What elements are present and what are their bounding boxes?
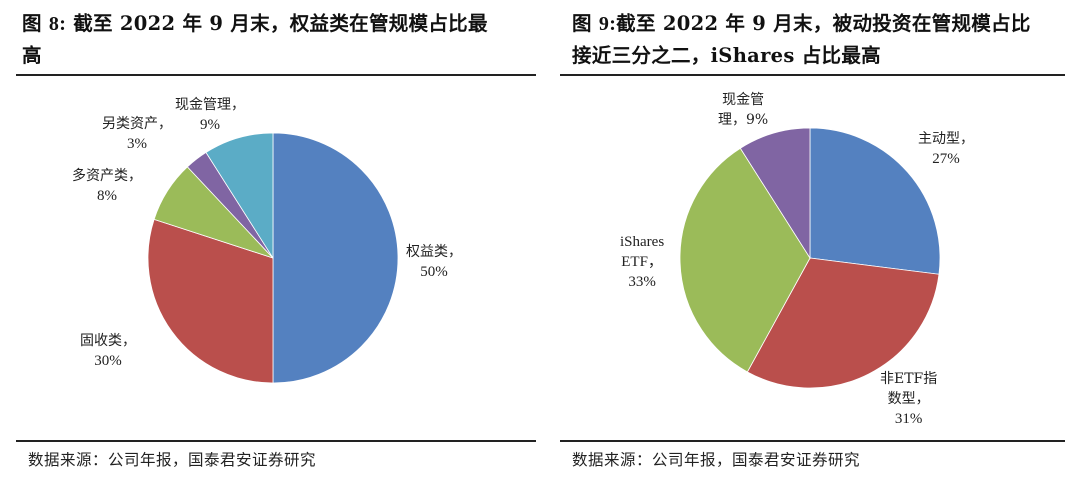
pie-chart-passive-share bbox=[679, 127, 941, 389]
figure-8-panel: 图 8: 截至 2022 年 9 月末，权益类在管规模占比最 高 权益类， 50… bbox=[16, 8, 536, 469]
title-number: 9: bbox=[598, 13, 617, 35]
pie-slice bbox=[809, 127, 941, 275]
label-pct: 50% bbox=[420, 264, 448, 280]
label-alternatives: 另类资产， 3% bbox=[102, 114, 172, 154]
title-prefix: 图 bbox=[22, 12, 49, 35]
bottom-rule bbox=[560, 440, 1065, 442]
label-name: 多资产类， bbox=[72, 168, 142, 184]
label-name: 固收类， bbox=[80, 333, 136, 349]
label-pct: 31% bbox=[894, 411, 923, 427]
label-name-line1: 现金管 bbox=[722, 92, 765, 108]
label-pct: 3% bbox=[127, 136, 147, 152]
label-cash-management: 现金管理， 9% bbox=[175, 95, 245, 135]
top-rule bbox=[16, 74, 536, 76]
title-number: 8: bbox=[48, 13, 67, 35]
label-ishares-etf: iShares ETF， 33% bbox=[620, 232, 664, 292]
top-rule bbox=[560, 74, 1065, 76]
pie-slice bbox=[272, 132, 399, 384]
figure-8-title: 图 8: 截至 2022 年 9 月末，权益类在管规模占比最 高 bbox=[22, 8, 532, 72]
title-text: 截至 2022 年 9 月末，权益类在管规模占比最 bbox=[66, 12, 488, 35]
figure-9-source: 数据来源：公司年报，国泰君安证券研究 bbox=[572, 451, 861, 469]
pie-slice bbox=[739, 127, 811, 260]
label-name-line2: 数型， bbox=[887, 391, 930, 407]
label-non-etf-index: 非ETF指 数型， 31% bbox=[880, 369, 937, 429]
title-prefix: 图 bbox=[572, 12, 599, 35]
figure-8-title-line1: 图 8: 截至 2022 年 9 月末，权益类在管规模占比最 bbox=[22, 8, 532, 40]
label-pct: 33% bbox=[628, 274, 656, 290]
label-pct: 9% bbox=[200, 117, 220, 133]
label-pct: 27% bbox=[932, 151, 960, 167]
figure-8-title-line2: 高 bbox=[22, 44, 42, 67]
pie-slice bbox=[147, 218, 274, 384]
figure-9-title-line2: 接近三分之二，iShares 占比最高 bbox=[572, 44, 881, 67]
label-active: 主动型， 27% bbox=[918, 129, 974, 169]
figure-9-title: 图 9:截至 2022 年 9 月末，被动投资在管规模占比 接近三分之二，iSh… bbox=[572, 8, 1072, 72]
figure-9-panel: 图 9:截至 2022 年 9 月末，被动投资在管规模占比 接近三分之二，iSh… bbox=[540, 0, 1080, 481]
label-pct: 8% bbox=[97, 188, 117, 204]
pie-slice bbox=[679, 147, 811, 373]
label-name: 主动型， bbox=[918, 131, 974, 147]
title-text: 截至 2022 年 9 月末，被动投资在管规模占比 bbox=[616, 12, 1031, 35]
figure-8-source: 数据来源：公司年报，国泰君安证券研究 bbox=[28, 451, 317, 469]
label-name: 另类资产， bbox=[102, 116, 172, 132]
bottom-rule bbox=[16, 440, 536, 442]
label-equity: 权益类， 50% bbox=[406, 242, 462, 282]
label-cash-management: 现金管 理，9% bbox=[718, 90, 768, 130]
label-name-line1: 非ETF指 bbox=[880, 371, 938, 387]
pie-slice bbox=[205, 132, 274, 260]
pie-slice bbox=[746, 257, 940, 389]
label-fixed-income: 固收类， 30% bbox=[80, 331, 136, 371]
label-name: 现金管理， bbox=[175, 97, 245, 113]
label-name-line2: ETF， bbox=[621, 254, 663, 270]
figure-9-title-line1: 图 9:截至 2022 年 9 月末，被动投资在管规模占比 bbox=[572, 8, 1072, 40]
pie-chart-equity-share bbox=[147, 132, 399, 384]
label-name: 权益类， bbox=[406, 244, 462, 260]
label-name-line1: iShares bbox=[620, 234, 665, 250]
label-pct: 30% bbox=[94, 353, 122, 369]
label-name-line2: 理，9% bbox=[718, 112, 769, 128]
label-multi-asset: 多资产类， 8% bbox=[72, 166, 142, 206]
